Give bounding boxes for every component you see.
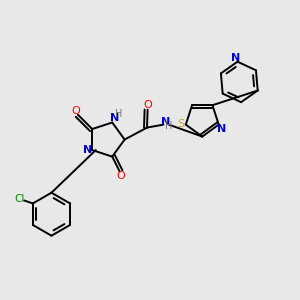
Text: N: N bbox=[217, 124, 226, 134]
Text: N: N bbox=[231, 53, 241, 63]
Text: N: N bbox=[83, 145, 93, 155]
Text: O: O bbox=[71, 106, 80, 116]
Text: N: N bbox=[110, 113, 119, 123]
Text: S: S bbox=[177, 119, 184, 129]
Text: H: H bbox=[115, 109, 122, 119]
Text: Cl: Cl bbox=[14, 194, 25, 204]
Text: H: H bbox=[165, 121, 172, 131]
Text: O: O bbox=[143, 100, 152, 110]
Text: N: N bbox=[160, 117, 170, 127]
Text: O: O bbox=[117, 171, 126, 181]
